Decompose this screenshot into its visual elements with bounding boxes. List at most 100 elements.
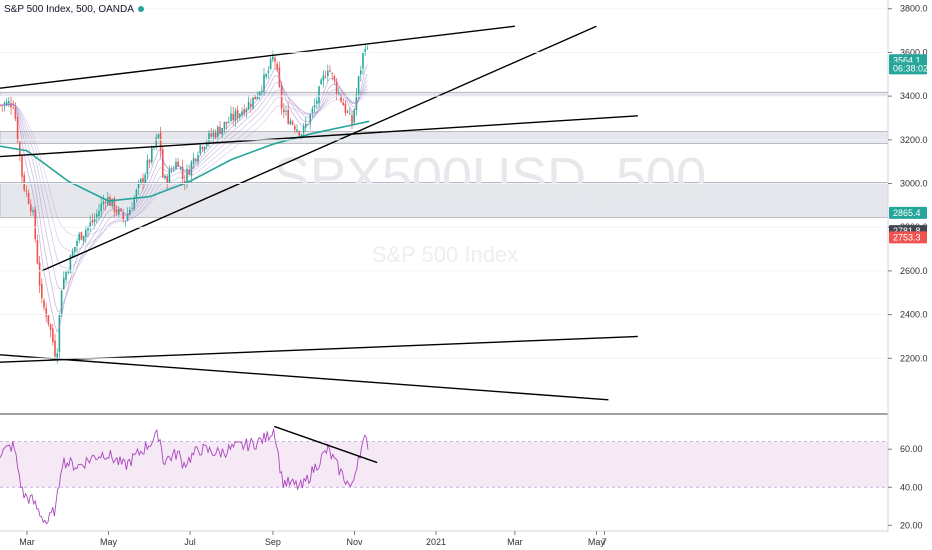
candle-body (65, 271, 67, 280)
candle-body (14, 107, 17, 119)
candle-body (269, 58, 272, 69)
candle-body (122, 211, 124, 220)
watermark-name: S&P 500 Index (372, 242, 518, 267)
candle-body (126, 214, 129, 221)
zone-rect[interactable] (0, 131, 889, 144)
rsi-band (0, 441, 888, 488)
candle-body (254, 95, 256, 100)
candle-body (82, 235, 85, 241)
candle-body (335, 81, 338, 94)
candle-body (338, 92, 340, 94)
candle-body (252, 97, 254, 109)
candle-body (58, 314, 61, 352)
price-tick-label: 2400.0 (900, 310, 928, 320)
candle-body (91, 220, 94, 223)
candle-body (195, 158, 197, 161)
candle-body (71, 251, 74, 258)
rsi-scale[interactable]: 20.00 40.00 60.00 (888, 444, 923, 530)
candle-body (49, 324, 52, 331)
candle-body (294, 125, 296, 130)
candle-body (186, 168, 188, 182)
rsi-trendline[interactable] (274, 425, 378, 464)
candle-body (208, 132, 210, 142)
trendline[interactable] (0, 115, 638, 158)
candle-body (362, 52, 364, 69)
candle-body (219, 126, 221, 134)
candle-body (111, 198, 113, 206)
price-tick-label: 2200.0 (900, 353, 928, 363)
candle-body (19, 142, 21, 156)
rsi-tick-label: 60.00 (900, 444, 923, 454)
candle-body (5, 101, 8, 105)
candle-body (34, 208, 36, 240)
market-status-icon (137, 6, 144, 13)
price-tick-label: 3600.0 (900, 47, 928, 57)
candle-body (175, 161, 177, 170)
time-tick-label: May (100, 537, 118, 547)
candle-body (274, 57, 276, 62)
candle-body (124, 220, 127, 222)
candle-body (346, 111, 349, 113)
candle-body (225, 121, 228, 124)
candle-body (316, 100, 318, 104)
candle-body (135, 189, 138, 198)
candle-body (69, 255, 72, 273)
candle-body (87, 226, 89, 231)
ema-line (0, 92, 368, 237)
candle-body (296, 129, 298, 132)
candle-body (153, 147, 155, 148)
trendline[interactable] (0, 25, 515, 89)
candle-body (199, 145, 201, 154)
candle-body (146, 160, 149, 175)
candle-body (320, 79, 322, 85)
candle-body (148, 159, 151, 163)
watermark-symbol: SPX500USD, 500 (274, 147, 706, 207)
ema-line (0, 73, 368, 313)
candle-body (67, 271, 69, 273)
trendline[interactable] (0, 354, 609, 401)
candle-body (212, 132, 215, 137)
candle-body (60, 290, 63, 317)
candle-body (267, 70, 270, 73)
candle-body (155, 137, 157, 146)
candle-body (157, 134, 160, 139)
time-tick-label: 2021 (426, 537, 446, 547)
candle-body (181, 166, 184, 180)
candle-body (89, 222, 91, 227)
candle-body (179, 167, 182, 169)
candle-body (285, 111, 287, 112)
candlestick-series (0, 44, 369, 364)
candle-body (344, 103, 347, 113)
candle-body (133, 197, 135, 210)
candle-body (250, 103, 252, 107)
zone-rect[interactable] (0, 182, 889, 218)
symbol-title: S&P 500 Index, 500, OANDA (4, 4, 134, 15)
candle-body (236, 109, 239, 119)
candle-body (54, 340, 56, 357)
price-badge-label: 3564.1 (893, 55, 921, 65)
candle-body (38, 262, 41, 286)
candle-body (118, 208, 120, 215)
ema-line (0, 64, 368, 333)
candle-body (342, 102, 344, 106)
ema-line (0, 84, 368, 269)
candle-body (63, 277, 65, 290)
candle-body (12, 107, 14, 109)
candle-body (192, 157, 195, 164)
candle-body (349, 113, 351, 115)
candle-body (331, 73, 333, 75)
candle-body (164, 175, 166, 179)
rsi-pane[interactable] (0, 425, 888, 525)
time-tick-label: Nov (346, 537, 363, 547)
trendline[interactable] (41, 25, 597, 272)
price-tick-label: 2600.0 (900, 266, 928, 276)
candle-body (228, 122, 230, 124)
candle-body (272, 56, 274, 60)
candle-body (166, 176, 168, 184)
price-badge-label: 2781.8 (893, 226, 921, 236)
candle-body (214, 132, 217, 138)
chart-legend: S&P 500 Index, 500, OANDA (4, 4, 144, 15)
candle-body (170, 170, 173, 172)
